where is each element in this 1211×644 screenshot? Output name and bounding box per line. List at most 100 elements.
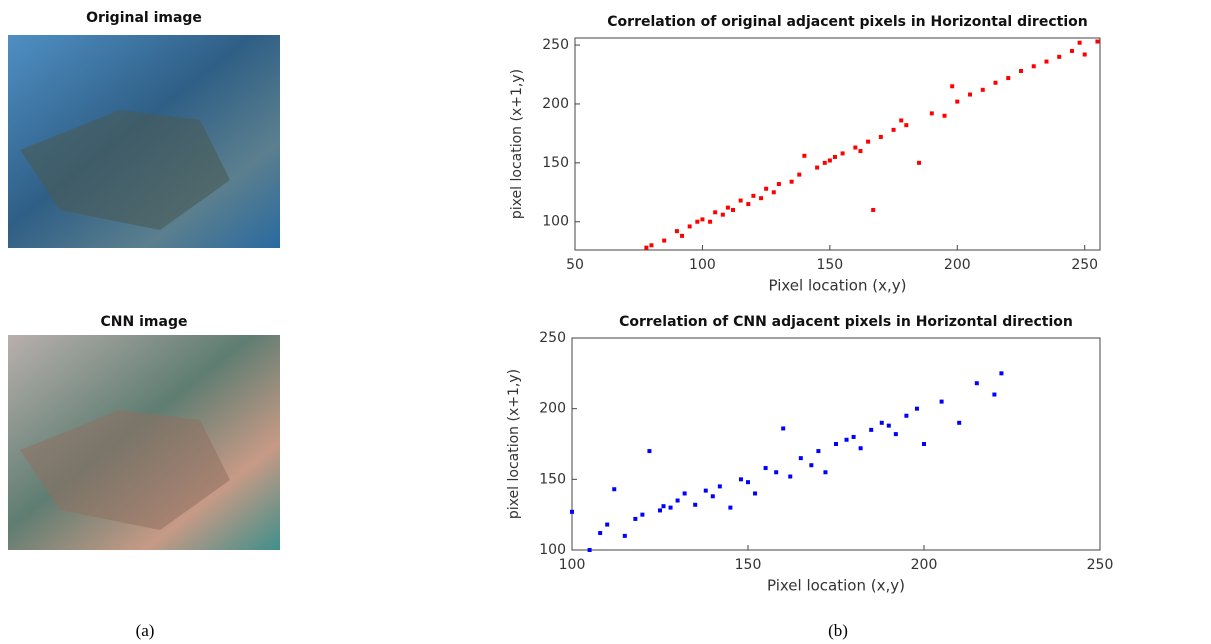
point: [1057, 54, 1062, 59]
image-title: CNN image: [101, 314, 188, 330]
point: [840, 151, 845, 156]
y-tick-label: 200: [542, 96, 569, 112]
point: [703, 488, 708, 493]
point: [661, 504, 666, 509]
point: [899, 118, 904, 123]
x-axis-label: Pixel location (x,y): [767, 577, 905, 595]
x-tick-label: 250: [1071, 257, 1098, 273]
point: [980, 87, 985, 92]
point: [815, 165, 820, 170]
image-detail: [20, 410, 230, 530]
point: [717, 484, 722, 489]
y-tick-label: 100: [542, 214, 569, 230]
point: [725, 205, 730, 210]
x-tick-label: 150: [735, 557, 762, 573]
point: [649, 243, 654, 248]
point: [687, 224, 692, 229]
point: [891, 127, 896, 132]
point: [658, 508, 662, 513]
point: [822, 160, 827, 165]
point: [871, 207, 876, 212]
point: [675, 498, 680, 503]
point: [1069, 48, 1074, 53]
point: [674, 229, 679, 234]
x-tick-label: 150: [816, 257, 843, 273]
point: [879, 420, 884, 425]
point: [955, 99, 960, 104]
x-tick-label: 200: [944, 257, 971, 273]
y-tick-label: 250: [542, 37, 569, 53]
y-tick-label: 250: [539, 330, 566, 346]
point: [834, 442, 838, 446]
point: [974, 381, 979, 386]
point: [802, 153, 807, 158]
point: [633, 516, 638, 521]
plot-area: [574, 37, 1101, 251]
point: [774, 470, 779, 475]
point: [858, 149, 863, 154]
point: [695, 219, 700, 224]
point: [763, 466, 768, 471]
chart-title: Correlation of original adjacent pixels …: [607, 14, 1087, 30]
point: [904, 413, 909, 418]
point: [788, 474, 793, 479]
x-tick-label: 100: [559, 557, 586, 573]
point: [823, 470, 828, 475]
point: [700, 217, 705, 222]
point: [893, 432, 898, 437]
point: [939, 399, 944, 404]
point: [682, 491, 687, 496]
point: [957, 420, 962, 425]
point: [771, 190, 776, 195]
point: [640, 512, 645, 517]
point: [680, 233, 685, 238]
point: [942, 113, 947, 118]
caption: (a): [136, 621, 155, 640]
point: [789, 179, 794, 184]
point: [844, 437, 849, 442]
point: [922, 442, 926, 446]
point: [746, 202, 751, 207]
point: [1018, 68, 1023, 73]
point: [764, 186, 769, 191]
point: [878, 134, 883, 139]
point: [662, 238, 667, 243]
point: [853, 145, 858, 150]
point: [827, 158, 832, 163]
point: [869, 427, 874, 432]
y-tick-label: 200: [539, 401, 566, 417]
point: [999, 371, 1004, 376]
point: [622, 533, 627, 538]
point: [731, 207, 736, 212]
point: [693, 502, 698, 507]
point: [728, 505, 733, 510]
point: [605, 522, 610, 527]
point: [753, 491, 758, 496]
point: [993, 80, 998, 85]
y-tick-label: 150: [539, 471, 566, 487]
chart-title: Correlation of CNN adjacent pixels in Ho…: [619, 314, 1073, 330]
point: [866, 139, 871, 144]
point: [929, 111, 934, 116]
point: [720, 212, 725, 217]
point: [1082, 52, 1087, 57]
point: [738, 477, 743, 482]
point: [904, 123, 909, 128]
x-tick-label: 50: [566, 257, 584, 273]
point: [738, 198, 743, 203]
caption: (b): [828, 621, 848, 640]
image-title: Original image: [86, 10, 202, 26]
point: [776, 182, 781, 187]
point: [746, 480, 750, 485]
point: [1095, 39, 1100, 44]
point: [570, 509, 574, 514]
point: [851, 434, 856, 439]
point: [914, 406, 919, 411]
point: [668, 505, 673, 510]
point: [708, 219, 713, 224]
point: [587, 548, 592, 552]
y-tick-label: 100: [539, 542, 566, 558]
point: [832, 154, 837, 159]
point: [713, 210, 718, 215]
x-axis-label: Pixel location (x,y): [769, 277, 907, 295]
